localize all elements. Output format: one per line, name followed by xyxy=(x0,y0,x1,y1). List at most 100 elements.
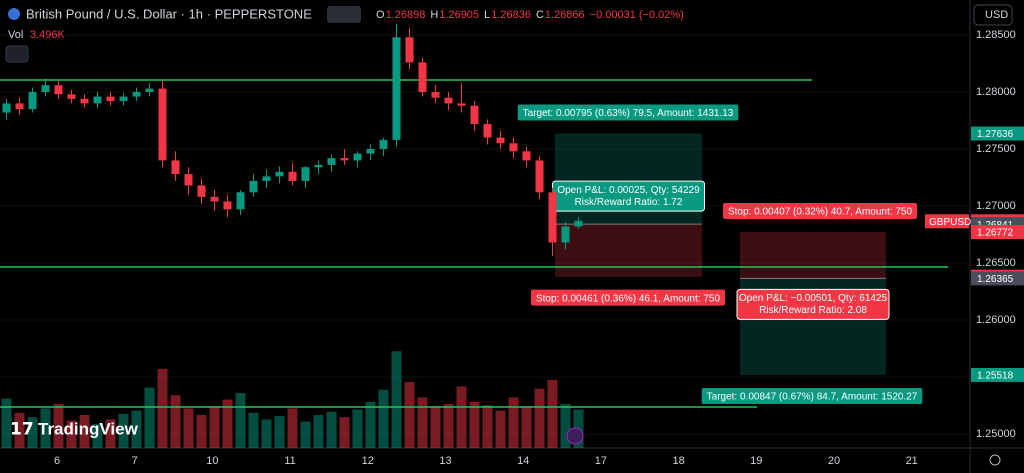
candle-body xyxy=(483,123,492,138)
volume-bar xyxy=(339,417,350,448)
candle-body xyxy=(379,139,388,150)
stop-zone xyxy=(555,224,702,277)
volume-bar xyxy=(209,406,220,448)
candle-body xyxy=(288,171,297,181)
volume-bar xyxy=(313,415,324,448)
volume-bar xyxy=(222,399,233,448)
volume-bar xyxy=(495,410,506,448)
volume-bar xyxy=(261,419,272,448)
volume-bar xyxy=(287,408,298,448)
candle-body xyxy=(392,37,401,140)
volume-bar xyxy=(118,413,129,448)
stop-label-bg xyxy=(530,289,726,306)
pnl-label: Open P&L: 0.00025, Qty: 54229Risk/Reward… xyxy=(552,180,705,212)
ohlc-key: O xyxy=(376,9,385,21)
y-tick-label: 1.26000 xyxy=(976,314,1016,326)
ohlc-value: −0.00031 (−0.02%) xyxy=(590,9,684,21)
volume-bar xyxy=(521,406,532,448)
y-tick-label: 1.28000 xyxy=(976,86,1016,98)
volume-bar xyxy=(352,409,363,448)
x-tick-label: 11 xyxy=(284,455,295,467)
candle-body xyxy=(28,92,37,110)
pnl-text: Open P&L: −0.00501, Qty: 61425 xyxy=(739,293,888,304)
price-tag-text: 1.26772 xyxy=(977,228,1014,239)
symbol-tag xyxy=(925,214,969,229)
volume-bar xyxy=(235,393,246,448)
x-tick-label: 10 xyxy=(206,455,218,467)
positions: Target: 0.00795 (0.63%) 79.5, Amount: 14… xyxy=(517,104,923,404)
candle-body xyxy=(184,174,193,186)
settings-icon[interactable] xyxy=(989,454,1001,466)
candle-body xyxy=(405,37,414,63)
candle-body xyxy=(132,92,141,97)
candle-body xyxy=(509,143,518,152)
indicator-button[interactable] xyxy=(327,6,361,23)
ohlc-value: 1.26898 xyxy=(386,9,426,21)
candle-body xyxy=(457,103,466,106)
candle-body xyxy=(366,149,375,154)
volume-bar xyxy=(417,397,428,448)
volume-bar xyxy=(79,415,90,448)
price-tag xyxy=(971,367,1024,382)
price-tag-text: 1.27636 xyxy=(977,129,1014,140)
volume-bar xyxy=(27,417,38,448)
candle-body xyxy=(548,192,557,243)
candle-body xyxy=(431,92,440,98)
volume-bar xyxy=(391,351,402,448)
ohlc-key: C xyxy=(536,9,544,21)
volume-bar xyxy=(92,423,103,448)
currency-button[interactable] xyxy=(973,4,1013,26)
ohlc-value: 1.26905 xyxy=(439,9,479,21)
candle-body xyxy=(249,180,258,193)
candle-body xyxy=(262,176,271,181)
ohlc-value: 1.26866 xyxy=(545,9,585,21)
pnl-text: Open P&L: 0.00025, Qty: 54229 xyxy=(557,185,700,196)
ohlc-key: L xyxy=(484,9,490,21)
y-tick-label: 1.27500 xyxy=(976,143,1016,155)
x-tick-label: 17 xyxy=(595,455,607,467)
candle-body xyxy=(236,192,245,210)
ohlc-value: 1.26836 xyxy=(491,9,531,21)
collapse-button[interactable] xyxy=(5,45,29,63)
candle-body xyxy=(418,62,427,92)
volume-pane xyxy=(1,351,584,448)
candle-body xyxy=(15,103,24,110)
volume-bar xyxy=(131,410,142,448)
candle-body xyxy=(444,97,453,104)
x-tick-label: 21 xyxy=(906,455,918,467)
volume-bar xyxy=(456,386,467,448)
price-tag xyxy=(971,126,1024,141)
candle-body xyxy=(54,85,63,95)
volume-bar xyxy=(326,411,337,448)
x-tick-label: 6 xyxy=(54,455,60,467)
candle-body xyxy=(41,85,50,92)
volume-bar xyxy=(40,408,51,448)
price-tag xyxy=(971,271,1024,286)
target-label-text: Target: 0.00795 (0.63%) 79.5, Amount: 14… xyxy=(523,108,734,119)
stop-label-text: Stop: 0.00461 (0.36%) 46.1, Amount: 750 xyxy=(536,293,720,304)
candle-body xyxy=(197,185,206,197)
ohlc-key: H xyxy=(430,9,438,21)
stop-label: Stop: 0.00407 (0.32%) 40.7, Amount: 750 xyxy=(722,202,918,219)
pnl-text: Risk/Reward Ratio: 2.08 xyxy=(759,305,867,316)
stop-zone xyxy=(740,231,886,279)
symbol-tag-text: GBPUSD xyxy=(929,217,971,228)
volume-bar xyxy=(560,404,571,448)
candle-body xyxy=(106,96,115,102)
volume-bar xyxy=(1,398,12,448)
candles xyxy=(2,23,583,257)
pnl-text: Risk/Reward Ratio: 1.72 xyxy=(575,197,683,208)
volume-value: 3.496K xyxy=(30,29,66,41)
candle-body xyxy=(314,164,323,168)
volume-bar xyxy=(482,405,493,448)
stop-label-text: Stop: 0.00407 (0.32%) 40.7, Amount: 750 xyxy=(728,207,912,218)
volume-bar xyxy=(534,388,545,448)
alert-icon[interactable] xyxy=(566,427,584,445)
x-tick-label: 20 xyxy=(828,455,840,467)
volume-bar xyxy=(196,415,207,448)
chart-title: British Pound / U.S. Dollar · 1h · PEPPE… xyxy=(26,6,312,21)
candle-body xyxy=(67,94,76,99)
y-tick-label: 1.26500 xyxy=(976,257,1016,269)
candle-body xyxy=(93,96,102,104)
